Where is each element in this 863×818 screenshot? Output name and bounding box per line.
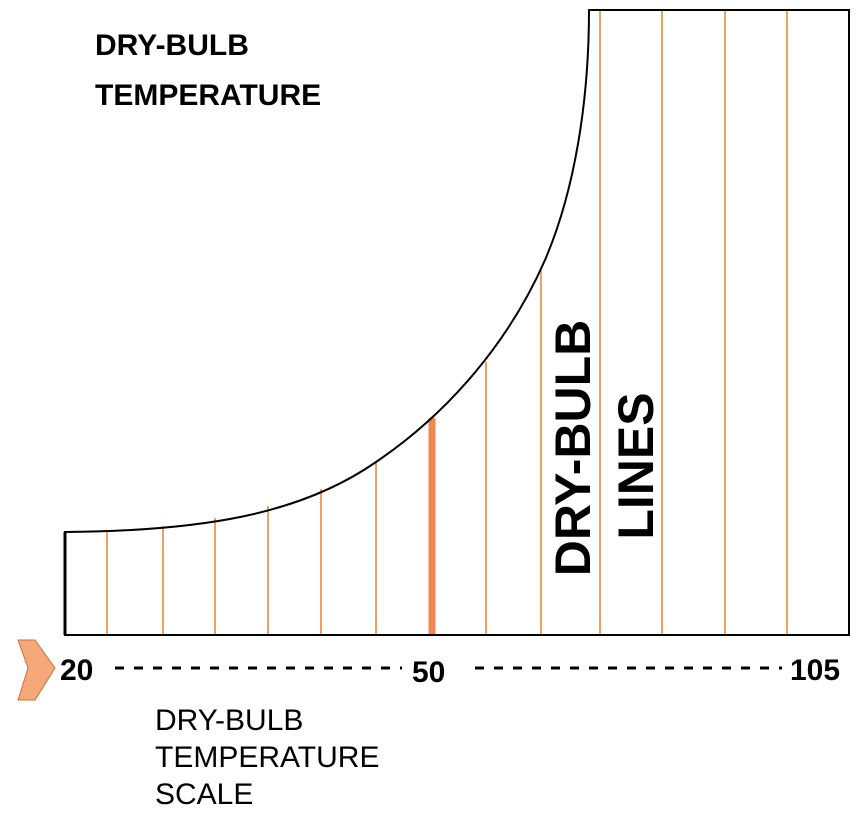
- scale-label: 105: [790, 654, 840, 687]
- caption-line: SCALE: [155, 778, 253, 811]
- scale-arrow: [17, 639, 56, 701]
- title-line: DRY-BULB: [95, 29, 249, 62]
- caption-line: DRY-BULB: [155, 704, 303, 737]
- dry-bulb-lines: [106, 10, 788, 635]
- scale-label: 50: [412, 656, 445, 689]
- chart-outline: [64, 9, 850, 636]
- scale-label: 20: [60, 654, 93, 687]
- caption-line: TEMPERATURE: [155, 741, 379, 774]
- lines-label: LINES: [608, 392, 664, 539]
- title-line: TEMPERATURE: [95, 79, 321, 112]
- lines-label: DRY-BULB: [545, 320, 601, 576]
